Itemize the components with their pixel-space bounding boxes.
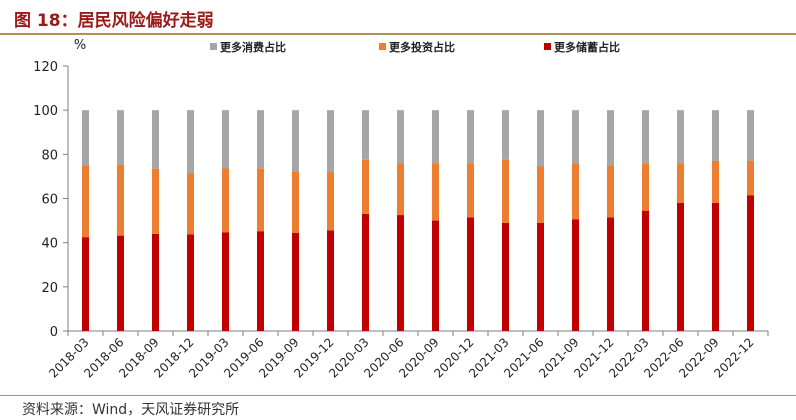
source-note: 资料来源：Wind，天风证券研究所 <box>22 402 240 418</box>
bar-segment <box>607 217 614 331</box>
legend-label: 更多储蓄占比 <box>554 40 620 54</box>
bar-segment <box>82 237 89 331</box>
bar-segment <box>467 217 474 331</box>
bar-segment <box>642 110 649 164</box>
bar-segment <box>467 110 474 164</box>
bar-segment <box>292 232 299 331</box>
bar-segment <box>677 163 684 203</box>
y-tick-label: 40 <box>41 237 58 252</box>
title-rule <box>0 33 796 35</box>
bar-segment <box>257 168 264 232</box>
bar-segment <box>572 219 579 331</box>
bar-segment <box>187 234 194 331</box>
bar-segment <box>117 164 124 236</box>
bar-segment <box>292 110 299 172</box>
y-tick-label: 100 <box>33 104 58 119</box>
bar-segment <box>432 220 439 331</box>
bar-segment <box>327 230 334 331</box>
bar-segment <box>502 159 509 223</box>
y-tick-label: 20 <box>41 281 58 296</box>
bar-segment <box>677 202 684 331</box>
bar-segment <box>152 233 159 331</box>
bar-segment <box>362 110 369 160</box>
legend-label: 更多投资占比 <box>389 40 455 54</box>
bar-segment <box>362 159 369 214</box>
bar-segment <box>502 222 509 331</box>
bar-segment <box>712 202 719 331</box>
y-tick-label: 60 <box>41 193 58 208</box>
bar-segment <box>117 235 124 331</box>
bar-segment <box>467 163 474 218</box>
bar-segment <box>747 110 754 161</box>
bar-segment <box>502 110 509 160</box>
bar-segment <box>747 160 754 196</box>
bar-segment <box>82 165 89 238</box>
bar-segment <box>187 110 194 174</box>
bar-segment <box>747 195 754 331</box>
bar-segment <box>222 232 229 331</box>
y-tick-label: 0 <box>50 325 58 340</box>
bar-segment <box>607 110 614 166</box>
bar-segment <box>572 110 579 164</box>
bar-segment <box>537 166 544 223</box>
bar-segment <box>257 231 264 331</box>
bar-segment <box>257 110 264 169</box>
bar-segment <box>362 213 369 331</box>
bar-segment <box>712 110 719 161</box>
bar-segment <box>642 163 649 211</box>
bar-segment <box>712 160 719 203</box>
bar-segment <box>677 110 684 164</box>
bar-segment <box>397 215 404 331</box>
y-tick-label: 120 <box>33 60 58 75</box>
bar-segment <box>537 110 544 167</box>
bar-segment <box>152 168 159 234</box>
bar-segment <box>222 168 229 233</box>
bar-segment <box>397 163 404 216</box>
legend-swatch <box>544 43 551 50</box>
legend-swatch <box>379 43 386 50</box>
stacked-bar-chart: 020406080100120%2018-032018-062018-09201… <box>33 38 769 381</box>
bar-segment <box>82 110 89 166</box>
bar-segment <box>222 110 229 169</box>
y-axis-unit: % <box>74 38 86 53</box>
bar-segment <box>152 110 159 169</box>
bar-segment <box>117 110 124 165</box>
bar-segment <box>432 110 439 164</box>
bar-segment <box>607 165 614 218</box>
bar-segment <box>642 210 649 331</box>
bar-segment <box>292 172 299 233</box>
bar-segment <box>537 222 544 331</box>
bar-segment <box>397 110 404 164</box>
y-tick-label: 80 <box>41 148 58 163</box>
bar-segment <box>572 163 579 220</box>
chart-title: 图 18：居民风险偏好走弱 <box>14 11 214 31</box>
footer-rule <box>0 395 796 396</box>
legend-swatch <box>210 43 217 50</box>
bar-segment <box>432 163 439 221</box>
legend-label: 更多消费占比 <box>220 40 286 54</box>
bar-segment <box>327 172 334 231</box>
bar-segment <box>327 110 334 172</box>
bar-segment <box>187 173 194 235</box>
